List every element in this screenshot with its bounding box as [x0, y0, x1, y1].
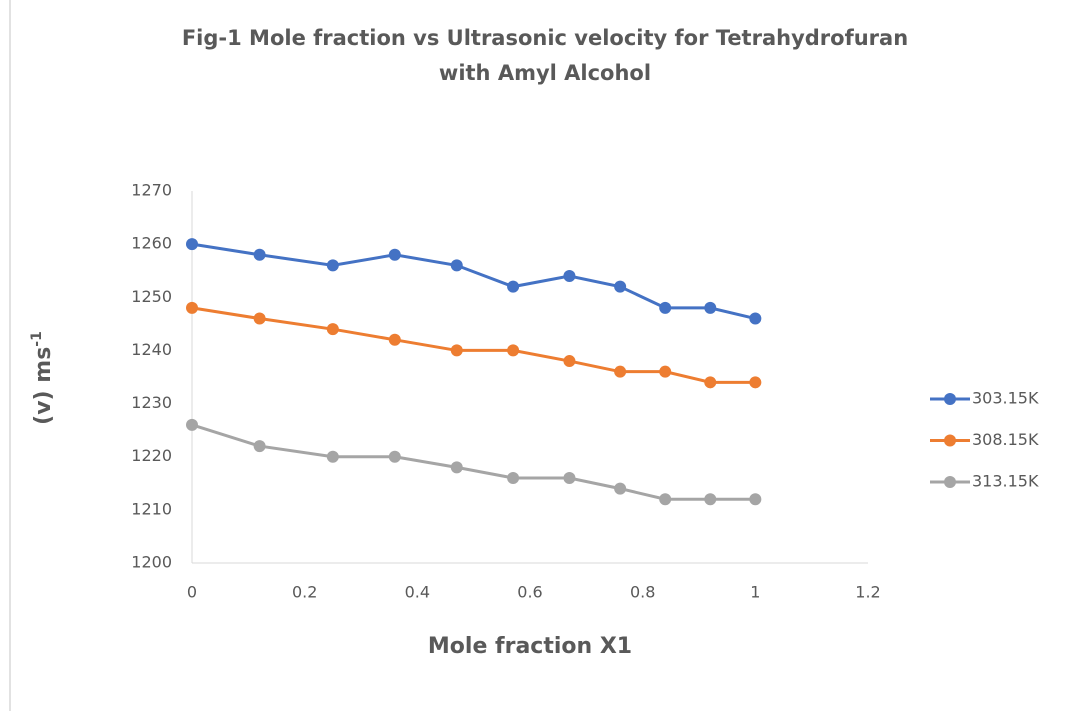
data-point: [253, 440, 266, 453]
y-tick-label: 1220: [131, 446, 172, 465]
chart-title: with Amyl Alcohol: [439, 61, 651, 85]
legend-marker: [944, 476, 956, 488]
data-point: [507, 280, 520, 293]
legend-label: 303.15K: [972, 389, 1039, 408]
data-point: [186, 301, 198, 314]
data-point: [507, 471, 520, 484]
data-point: [704, 376, 717, 389]
data-point: [749, 312, 762, 325]
data-point: [614, 482, 627, 495]
y-tick-label: 1250: [131, 287, 172, 306]
data-point: [704, 301, 717, 314]
x-tick-label: 0.8: [630, 583, 655, 602]
data-point: [326, 450, 339, 463]
data-point: [563, 270, 576, 283]
data-point: [614, 280, 627, 293]
data-point: [388, 333, 401, 346]
x-tick-label: 1: [750, 583, 760, 602]
data-point: [450, 259, 463, 272]
series-line: [191, 423, 756, 501]
data-point: [563, 471, 576, 484]
legend-label: 313.15K: [972, 472, 1039, 491]
data-point: [507, 344, 520, 357]
x-axis-label: Mole fraction X1: [428, 634, 632, 659]
data-point: [326, 323, 339, 336]
data-point: [388, 248, 401, 261]
y-tick-label: 1230: [131, 393, 172, 412]
x-tick-label: 0: [187, 583, 197, 602]
data-point: [326, 259, 339, 272]
data-point: [388, 450, 401, 463]
y-tick-label: 1270: [131, 181, 172, 200]
legend-marker: [944, 393, 956, 405]
data-point: [659, 301, 672, 314]
data-point: [749, 376, 762, 389]
legend-label: 308.15K: [972, 430, 1039, 449]
data-point: [659, 493, 672, 506]
data-point: [614, 365, 627, 378]
y-axis-label: (v) ms-1: [29, 331, 56, 425]
chart-title: Fig-1 Mole fraction vs Ultrasonic veloci…: [182, 26, 908, 50]
data-point: [563, 355, 576, 368]
x-tick-label: 0.4: [405, 583, 430, 602]
data-point: [186, 238, 198, 251]
y-axis-label-text: (v) ms: [31, 347, 56, 425]
x-tick-label: 1.2: [855, 583, 880, 602]
x-tick-label: 0.2: [292, 583, 317, 602]
data-point: [749, 493, 762, 506]
y-tick-label: 1260: [131, 234, 172, 253]
data-point: [186, 418, 198, 431]
y-tick-label: 1200: [131, 553, 172, 572]
y-tick-label: 1240: [131, 340, 172, 359]
data-point: [704, 493, 717, 506]
y-tick-label: 1210: [131, 499, 172, 518]
data-point: [253, 248, 266, 261]
x-tick-label: 0.6: [517, 583, 542, 602]
legend-marker: [944, 434, 956, 447]
data-point: [659, 365, 672, 378]
data-point: [450, 344, 463, 357]
data-point: [450, 461, 463, 474]
y-axis-label-sup: -1: [29, 331, 45, 347]
data-point: [253, 312, 266, 325]
